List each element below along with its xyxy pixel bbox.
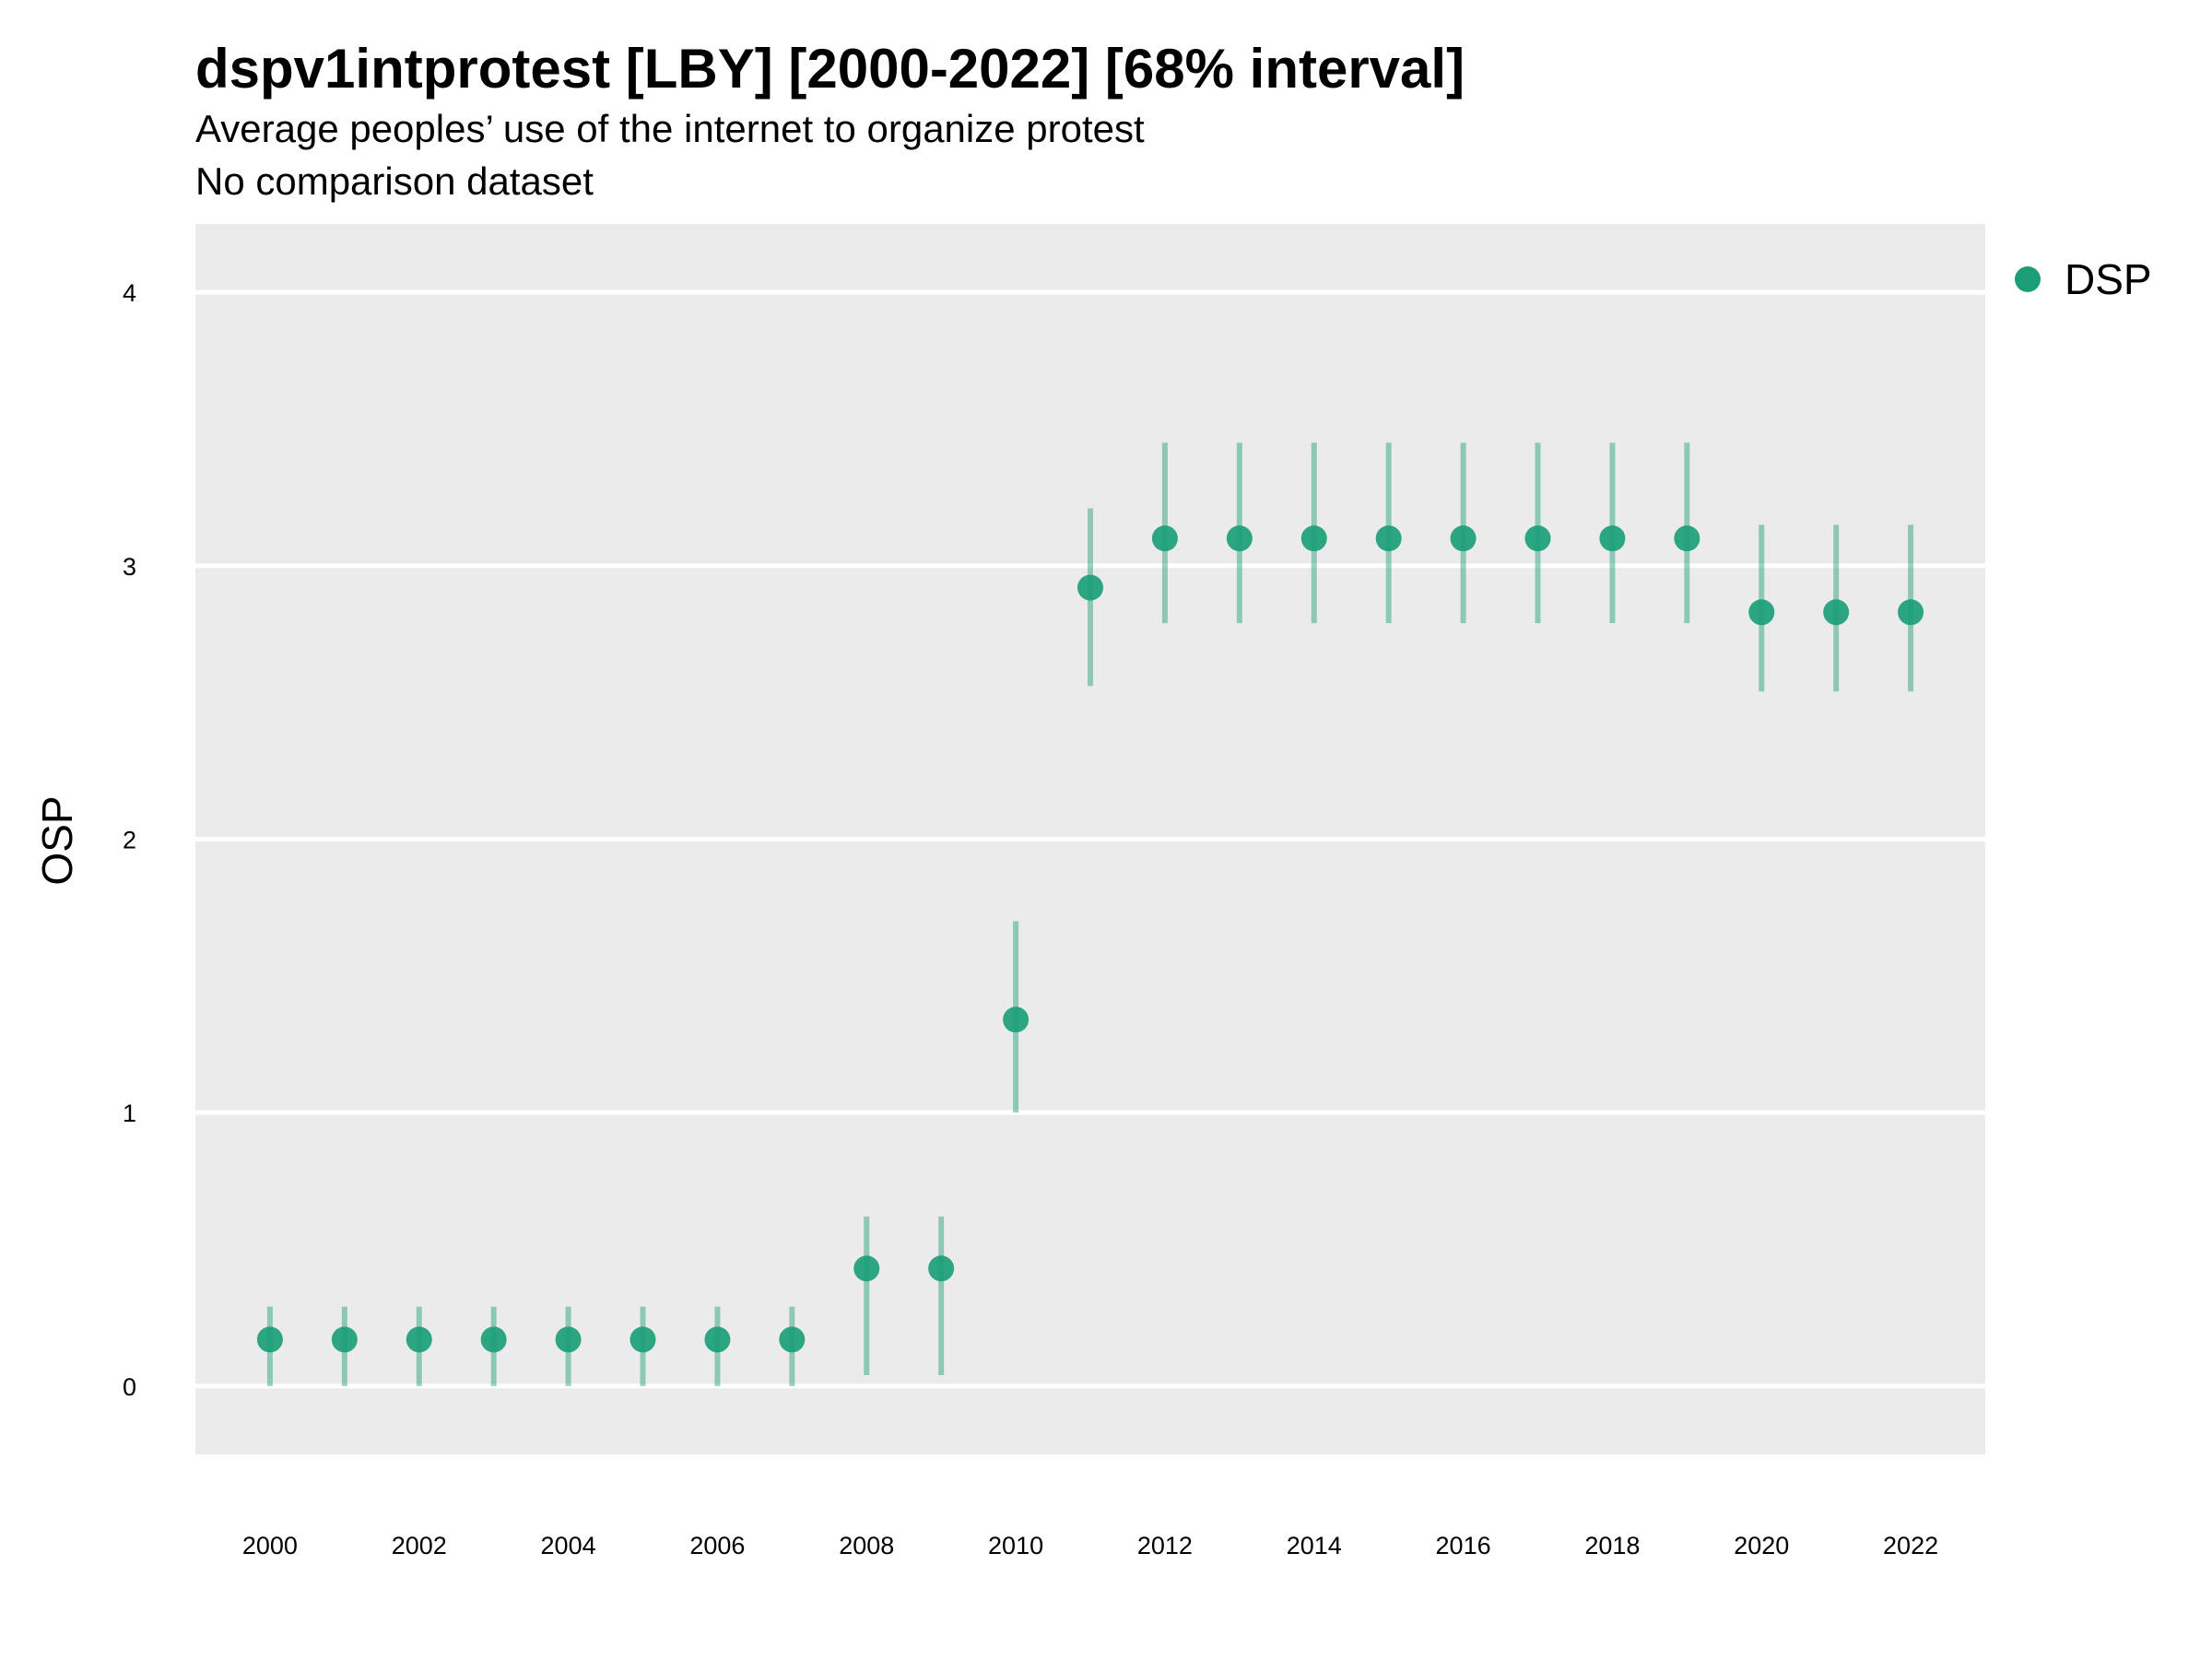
data-point-2002 — [406, 1326, 432, 1353]
data-point-2003 — [480, 1326, 507, 1353]
x-tick-label: 2022 — [1883, 1532, 1938, 1559]
data-point-2011 — [1077, 574, 1103, 601]
y-tick-label: 0 — [123, 1373, 136, 1401]
x-tick-label: 2014 — [1287, 1532, 1342, 1559]
grid-lines — [195, 289, 1985, 1389]
data-point-2013 — [1226, 525, 1253, 552]
y-tick-label: 4 — [123, 279, 136, 307]
data-point-2016 — [1450, 525, 1477, 552]
y-tick-label: 1 — [123, 1100, 136, 1127]
y-axis-ticks: 0 1 2 3 4 — [123, 279, 136, 1401]
legend-marker-dsp — [2015, 266, 2041, 292]
x-tick-label: 2010 — [988, 1532, 1043, 1559]
data-point-2005 — [629, 1326, 656, 1353]
x-tick-label: 2020 — [1734, 1532, 1789, 1559]
x-tick-label: 2002 — [392, 1532, 447, 1559]
x-tick-label: 2000 — [242, 1532, 298, 1559]
y-tick-label: 3 — [123, 553, 136, 581]
data-point-2014 — [1300, 525, 1327, 552]
x-tick-label: 2016 — [1436, 1532, 1491, 1559]
chart-subtitle-comparison: No comparison dataset — [195, 159, 594, 203]
data-point-2004 — [555, 1326, 582, 1353]
data-point-2015 — [1375, 525, 1402, 552]
data-point-2019 — [1674, 525, 1700, 552]
data-point-2021 — [1823, 599, 1850, 626]
x-tick-label: 2004 — [541, 1532, 596, 1559]
y-axis-label: OSP — [33, 795, 81, 885]
legend-label-dsp: DSP — [2065, 255, 2152, 303]
data-point-2018 — [1599, 525, 1626, 552]
x-tick-label: 2012 — [1137, 1532, 1193, 1559]
legend: DSP — [2015, 255, 2152, 303]
data-marks — [256, 442, 1924, 1386]
y-tick-label: 2 — [123, 827, 136, 854]
data-point-2010 — [1003, 1006, 1030, 1033]
data-point-2009 — [928, 1255, 955, 1282]
x-tick-label: 2018 — [1584, 1532, 1640, 1559]
chart-title: dspv1intprotest [LBY] [2000-2022] [68% i… — [195, 38, 1465, 100]
chart-subtitle: Average peoples’ use of the internet to … — [195, 107, 1145, 150]
x-axis-ticks: 2000 2002 2004 2006 2008 2010 2012 2014 2016 2018… — [242, 1532, 1938, 1559]
data-point-2001 — [331, 1326, 358, 1353]
data-point-2020 — [1748, 599, 1775, 626]
data-point-2006 — [704, 1326, 731, 1353]
x-tick-label: 2008 — [839, 1532, 894, 1559]
data-point-2007 — [779, 1326, 806, 1353]
data-point-2012 — [1151, 525, 1178, 552]
data-point-2000 — [256, 1326, 283, 1353]
data-point-2022 — [1898, 599, 1924, 626]
data-point-2017 — [1524, 525, 1551, 552]
x-tick-label: 2006 — [689, 1532, 745, 1559]
data-point-2008 — [853, 1255, 880, 1282]
